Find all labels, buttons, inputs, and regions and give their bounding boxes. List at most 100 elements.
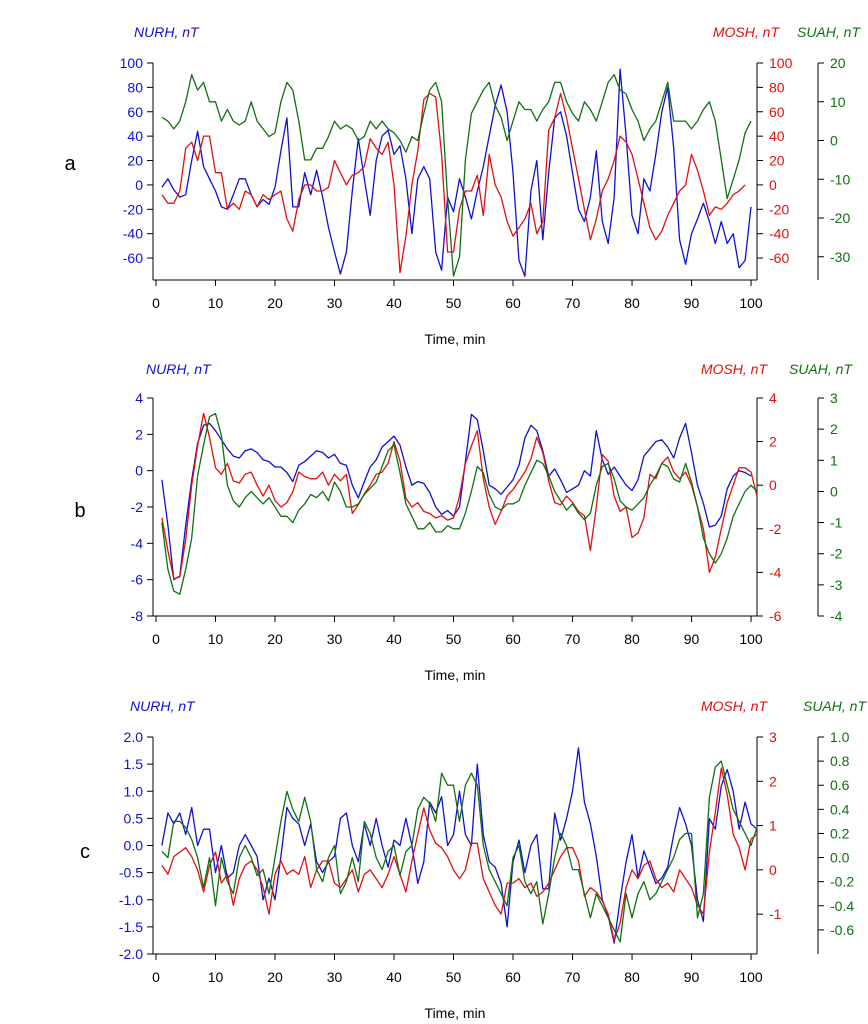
y-axis-title: SUAH, nT: [803, 698, 867, 714]
y-tick-label: 2: [830, 421, 838, 437]
y-tick-label: -2: [131, 499, 144, 515]
y-tick-label: -1: [830, 515, 843, 531]
y-tick-label: -8: [131, 608, 144, 624]
y-tick-label: 1.5: [124, 756, 144, 772]
x-tick-label: 10: [208, 969, 224, 985]
x-tick-label: 100: [739, 295, 763, 311]
y-tick-label: -40: [123, 226, 143, 242]
y-tick-label: -3: [830, 577, 843, 593]
x-tick-label: 20: [267, 631, 283, 647]
panel-label: a: [64, 153, 76, 175]
x-tick-label: 80: [624, 969, 640, 985]
y-tick-label: 2.0: [124, 729, 144, 745]
y-axis-title: SUAH, nT: [789, 361, 853, 377]
y-tick-label: 3: [830, 390, 838, 406]
y-tick-label: -1.0: [119, 892, 143, 908]
y-axis-title: MOSH, nT: [701, 361, 769, 377]
x-tick-label: 60: [505, 295, 521, 311]
x-tick-label: 10: [208, 295, 224, 311]
series-line-nurh: [161, 68, 752, 277]
y-tick-label: -0.4: [830, 898, 854, 914]
y-tick-label: 80: [127, 79, 143, 95]
y-tick-label: -2: [769, 521, 782, 537]
y-tick-label: -20: [769, 201, 789, 217]
x-tick-label: 50: [446, 295, 462, 311]
y-tick-label: 0: [769, 477, 777, 493]
x-tick-label: 100: [739, 969, 763, 985]
y-tick-label: -0.5: [119, 865, 143, 881]
y-tick-label: 0.6: [830, 777, 850, 793]
y-tick-label: -2.0: [119, 946, 143, 962]
series-line-suah: [161, 760, 758, 943]
y-tick-label: -2: [830, 546, 843, 562]
x-tick-label: 80: [624, 295, 640, 311]
y-tick-label: -1.5: [119, 919, 143, 935]
x-tick-label: 70: [565, 295, 581, 311]
y-tick-label: -4: [830, 608, 843, 624]
y-tick-label: 20: [127, 153, 143, 169]
y-tick-label: 1: [830, 452, 838, 468]
y-tick-label: -6: [131, 572, 144, 588]
x-tick-label: 30: [327, 969, 343, 985]
y-tick-label: 0: [830, 483, 838, 499]
y-tick-label: -0.6: [830, 922, 854, 938]
y-tick-label: 0.4: [830, 801, 850, 817]
x-tick-label: 80: [624, 631, 640, 647]
x-tick-label: 10: [208, 631, 224, 647]
y-tick-label: -4: [769, 564, 782, 580]
x-tick-label: 0: [152, 631, 160, 647]
y-tick-label: 1.0: [124, 783, 144, 799]
x-tick-label: 50: [446, 631, 462, 647]
x-tick-label: 70: [565, 969, 581, 985]
x-tick-label: 90: [684, 295, 700, 311]
series-line-nurh: [161, 413, 752, 581]
y-tick-label: -20: [830, 210, 850, 226]
x-tick-label: 20: [267, 969, 283, 985]
y-tick-label: 40: [769, 128, 785, 144]
y-axis-title: NURH, nT: [146, 361, 212, 377]
x-tick-label: 0: [152, 295, 160, 311]
y-tick-label: 3: [769, 729, 777, 745]
y-axis-title: MOSH, nT: [701, 698, 769, 714]
y-tick-label: 0: [830, 133, 838, 149]
x-tick-label: 50: [446, 969, 462, 985]
x-tick-label: 40: [386, 969, 402, 985]
y-tick-label: 0.5: [124, 810, 144, 826]
y-tick-label: 0: [769, 862, 777, 878]
y-tick-label: 60: [769, 104, 785, 120]
x-tick-label: 0: [152, 969, 160, 985]
y-tick-label: 20: [769, 153, 785, 169]
panel-label: b: [74, 500, 85, 522]
y-tick-label: 0: [769, 177, 777, 193]
x-axis-label: Time, min: [425, 667, 486, 683]
x-tick-label: 90: [684, 631, 700, 647]
y-tick-label: -1: [769, 906, 782, 922]
x-tick-label: 40: [386, 631, 402, 647]
y-tick-label: -10: [830, 171, 850, 187]
y-tick-label: 60: [127, 104, 143, 120]
x-axis-label: Time, min: [425, 331, 486, 347]
y-tick-label: 0: [135, 177, 143, 193]
y-axis-title: NURH, nT: [130, 698, 196, 714]
y-tick-label: 0.0: [124, 838, 144, 854]
x-tick-label: 20: [267, 295, 283, 311]
y-tick-label: 0.0: [830, 850, 850, 866]
series-line-nurh: [161, 747, 758, 944]
x-tick-label: 90: [684, 969, 700, 985]
y-axis-title: MOSH, nT: [713, 24, 781, 40]
y-tick-label: 0.2: [830, 825, 850, 841]
series-line-mosh: [161, 412, 758, 580]
y-axis-title: SUAH, nT: [797, 24, 861, 40]
series-line-suah: [161, 412, 758, 595]
x-tick-label: 40: [386, 295, 402, 311]
series-line-suah: [161, 73, 752, 277]
y-tick-label: -60: [123, 250, 143, 266]
y-tick-label: 4: [769, 390, 777, 406]
y-tick-label: 0.8: [830, 753, 850, 769]
x-axis-label: Time, min: [425, 1005, 486, 1021]
y-tick-label: -0.2: [830, 874, 854, 890]
